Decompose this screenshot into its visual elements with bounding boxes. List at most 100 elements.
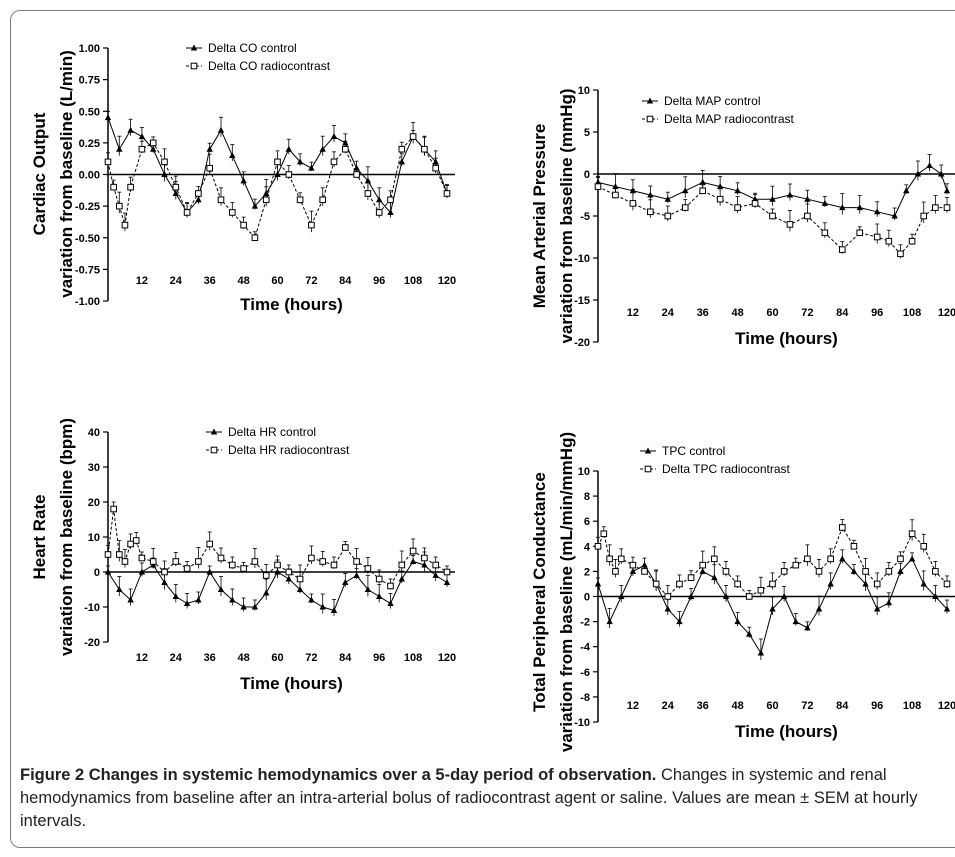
x-tick-label: 36: [204, 652, 216, 664]
x-tick-label: 84: [836, 700, 849, 712]
data-point-control: [926, 162, 933, 169]
y-tick-label: -20: [84, 637, 100, 649]
data-point-control: [127, 126, 134, 133]
legend-label: Delta HR control: [228, 425, 316, 439]
data-point-radiocontrast: [612, 568, 619, 575]
data-point-control: [104, 568, 112, 575]
data-point-control: [195, 196, 202, 203]
data-point-control: [780, 593, 788, 599]
y-tick-label: -0.25: [75, 201, 100, 213]
y-tick-label: 0: [584, 592, 590, 604]
data-point-control: [734, 187, 741, 194]
data-point-radiocontrast: [127, 183, 134, 191]
data-point-radiocontrast: [885, 237, 893, 245]
y-tick-label: 8: [584, 491, 590, 503]
data-point-control: [664, 195, 671, 202]
y-tick-label: 4: [584, 541, 591, 553]
x-tick-label: 60: [271, 652, 283, 664]
data-point-control: [353, 164, 360, 171]
data-point-radiocontrast: [757, 586, 765, 594]
data-point-radiocontrast: [908, 237, 916, 245]
x-tick-label: 96: [871, 700, 883, 712]
data-point-radiocontrast: [342, 145, 349, 153]
data-point-radiocontrast: [217, 196, 225, 204]
data-point-radiocontrast: [676, 580, 683, 588]
x-tick-label: 48: [237, 275, 249, 287]
x-tick-label: 72: [305, 275, 317, 287]
data-point-control: [398, 158, 405, 165]
data-point-radiocontrast: [856, 229, 864, 237]
x-tick-label: 120: [938, 307, 955, 319]
data-point-radiocontrast: [681, 204, 689, 211]
data-point-control: [943, 187, 951, 194]
chart-panel-3: 40 30 20 10 0 -10 -20 12 24 36 48 60 72 84 96 108 120 Tim…: [30, 418, 456, 693]
data-point-control: [786, 191, 794, 198]
x-tick-label: 36: [204, 275, 216, 287]
x-tick-label: 24: [662, 700, 675, 712]
data-point-control: [172, 189, 179, 196]
data-point-control: [734, 618, 741, 625]
data-point-radiocontrast: [398, 145, 406, 153]
x-tick-label: 108: [404, 275, 422, 287]
data-point-radiocontrast: [769, 580, 776, 588]
data-point-control: [629, 567, 637, 574]
data-point-control: [443, 579, 451, 585]
x-tick-label: 36: [697, 307, 709, 319]
data-point-control: [206, 145, 213, 152]
data-point-radiocontrast: [652, 580, 660, 588]
data-point-radiocontrast: [127, 540, 134, 548]
y-tick-label: -10: [574, 717, 590, 729]
data-point-radiocontrast: [664, 593, 672, 600]
data-point-radiocontrast: [629, 200, 637, 207]
x-tick-label: 108: [903, 307, 921, 319]
legend-marker-control: [190, 44, 198, 51]
y-axis-subtitle: variation from baseline (mL/min/mmHg): [557, 432, 576, 752]
y-tick-label: 6: [584, 516, 590, 528]
data-point-radiocontrast: [745, 593, 753, 600]
data-point-control: [206, 568, 213, 575]
caption-title: Figure 2 Changes in systemic hemodynamic…: [20, 766, 657, 784]
data-point-control: [296, 586, 304, 592]
data-point-control: [699, 178, 706, 185]
data-point-control: [874, 208, 881, 215]
y-tick-label: 0: [94, 567, 100, 579]
data-point-radiocontrast: [920, 212, 928, 220]
data-point-control: [161, 579, 168, 585]
data-point-radiocontrast: [699, 187, 707, 195]
y-axis-subtitle: variation from baseline (L/min): [57, 50, 76, 298]
data-point-control: [274, 171, 281, 177]
x-tick-label: 84: [339, 275, 352, 287]
y-tick-label: -4: [580, 642, 591, 654]
legend-label: Delta HR radiocontrast: [228, 443, 350, 457]
data-point-control: [263, 589, 270, 596]
figure-panels: 1.00 0.75 0.50 0.25 0.00 -0.25 -0.50 -0.75 -1.00…: [30, 41, 955, 752]
x-tick-label: 48: [731, 307, 743, 319]
data-point-control: [285, 145, 292, 152]
series-line-2: [107, 508, 448, 587]
data-point-radiocontrast: [421, 554, 428, 562]
data-point-control: [937, 170, 945, 177]
data-point-radiocontrast: [116, 202, 123, 210]
y-tick-label: 40: [88, 427, 100, 439]
y-axis-title: Heart Rate: [30, 494, 49, 579]
data-point-radiocontrast: [308, 221, 315, 229]
legend-marker-control: [644, 447, 652, 454]
caption-body: Changes in systemic and renal hemodynami…: [20, 766, 918, 830]
data-point-control: [387, 600, 394, 606]
x-axis-title: Time (hours): [735, 329, 838, 348]
x-tick-label: 120: [938, 700, 955, 712]
data-point-control: [104, 114, 112, 121]
data-point-control: [664, 605, 671, 612]
data-point-control: [891, 212, 898, 219]
x-tick-label: 12: [136, 652, 148, 664]
y-tick-label: -10: [84, 602, 100, 614]
legend-marker-radiocontrast: [646, 115, 654, 123]
data-point-radiocontrast: [195, 190, 202, 197]
data-point-radiocontrast: [932, 568, 939, 575]
data-point-radiocontrast: [296, 575, 304, 583]
data-point-control: [804, 624, 811, 631]
legend-marker-radiocontrast: [190, 62, 198, 70]
data-point-radiocontrast: [217, 554, 225, 562]
data-point-control: [319, 145, 326, 152]
data-point-radiocontrast: [206, 540, 213, 548]
